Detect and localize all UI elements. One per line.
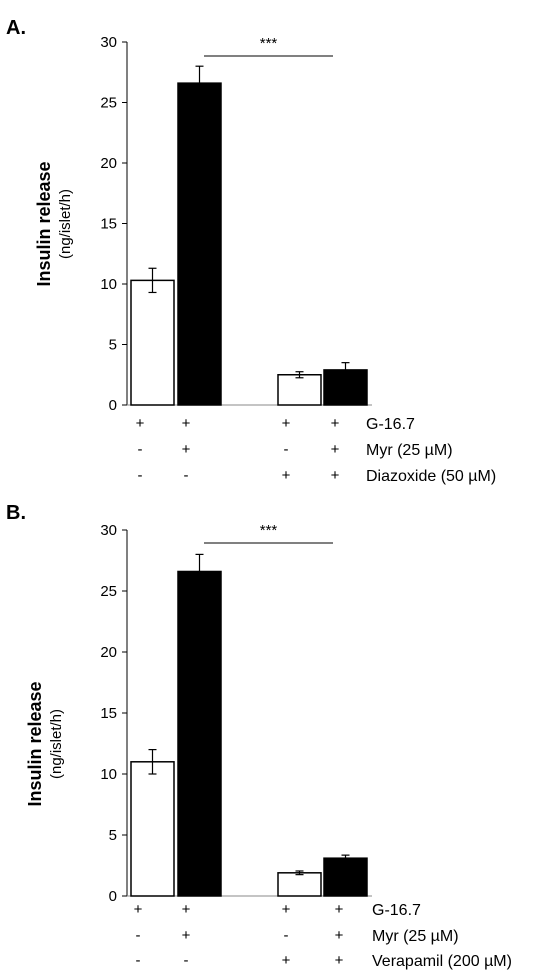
panel-a-y-axis-unit: (ng/islet/h) — [57, 189, 74, 259]
panel-a-condition-mark: + — [136, 415, 145, 432]
panel-b-condition-label: Verapamil (200 µM) — [372, 953, 512, 970]
panel-b-y-tick-label: 15 — [100, 705, 117, 722]
panel-b-bar-3 — [277, 872, 322, 897]
panel-a-y-tick-label: 30 — [100, 34, 117, 51]
panel-a-label: A. — [6, 17, 26, 39]
panel-a-condition-label: Diazoxide (50 µM) — [366, 468, 496, 485]
panel-a-y-tick-label: 15 — [100, 216, 117, 233]
panel-b-bar-1 — [130, 761, 175, 897]
panel-a-y-axis-label: Insulin release — [34, 161, 54, 286]
panel-a-condition-label: Myr (25 µM) — [366, 442, 453, 459]
panel-b-y-tick-label: 10 — [100, 766, 117, 783]
panel-a-y-tick-label: 20 — [100, 155, 117, 172]
panel-b-y-axis-title: Insulin release (ng/islet/h) — [25, 681, 65, 806]
panel-b-condition-mark: + — [182, 901, 191, 918]
panel-b-y-tick-label: 25 — [100, 583, 117, 600]
panel-a-condition-mark: - — [138, 467, 143, 484]
panel-b-condition-mark: - — [136, 952, 141, 969]
panel-b-y-tick-label: 20 — [100, 644, 117, 661]
panel-a-y-tick-label: 10 — [100, 276, 117, 293]
panel-b-condition-mark: + — [282, 952, 291, 969]
panel-a-y-tick-label: 5 — [109, 337, 117, 354]
panel-b-condition-mark: - — [284, 927, 289, 944]
panel-a-condition-mark: + — [182, 441, 191, 458]
panel-b-y-tick-label: 30 — [100, 522, 117, 539]
panel-b-condition-label: G-16.7 — [372, 902, 421, 919]
panel-a-condition-mark: - — [184, 467, 189, 484]
panel-a-y-tick-label: 25 — [100, 95, 117, 112]
panel-b-condition-mark: + — [282, 901, 291, 918]
panel-a-condition-mark: - — [284, 441, 289, 458]
panel-b-condition-label: Myr (25 µM) — [372, 928, 459, 945]
panel-b-condition-mark: - — [184, 952, 189, 969]
panel-b-bar-2 — [177, 570, 222, 897]
panel-a-condition-mark: - — [138, 441, 143, 458]
panel-a-y-tick-label: 0 — [109, 397, 117, 414]
panel-a-y-axis-title: Insulin release (ng/islet/h) — [34, 161, 74, 286]
panel-a-condition-mark: + — [182, 415, 191, 432]
panel-a-condition-label: G-16.7 — [366, 416, 415, 433]
panel-b-y-axis-unit: (ng/islet/h) — [48, 709, 65, 779]
panel-b-label: B. — [6, 502, 26, 524]
panel-b-condition-mark: + — [335, 927, 344, 944]
panel-b-condition-mark: + — [134, 901, 143, 918]
panel-b-y-tick-label: 5 — [109, 827, 117, 844]
panel-b-significance-label: *** — [260, 522, 278, 539]
panel-a-condition-mark: + — [282, 415, 291, 432]
panel-b-bar-4 — [323, 857, 368, 897]
panel-a-significance-label: *** — [260, 35, 278, 52]
panel-b-condition-mark: + — [335, 952, 344, 969]
panel-b-y-axis-label: Insulin release — [25, 681, 45, 806]
panel-a-condition-mark: + — [282, 467, 291, 484]
panel-b-condition-mark: + — [335, 901, 344, 918]
panel-a-condition-mark: + — [331, 415, 340, 432]
panel-b-condition-mark: + — [182, 927, 191, 944]
panel-a-condition-mark: + — [331, 441, 340, 458]
panel-b-y-tick-label: 0 — [109, 888, 117, 905]
panel-b-condition-mark: - — [136, 927, 141, 944]
panel-a-condition-mark: + — [331, 467, 340, 484]
panel-a-bar-2 — [177, 82, 222, 406]
panel-a-bar-1 — [130, 279, 175, 406]
panel-a-bar-3 — [277, 374, 322, 406]
